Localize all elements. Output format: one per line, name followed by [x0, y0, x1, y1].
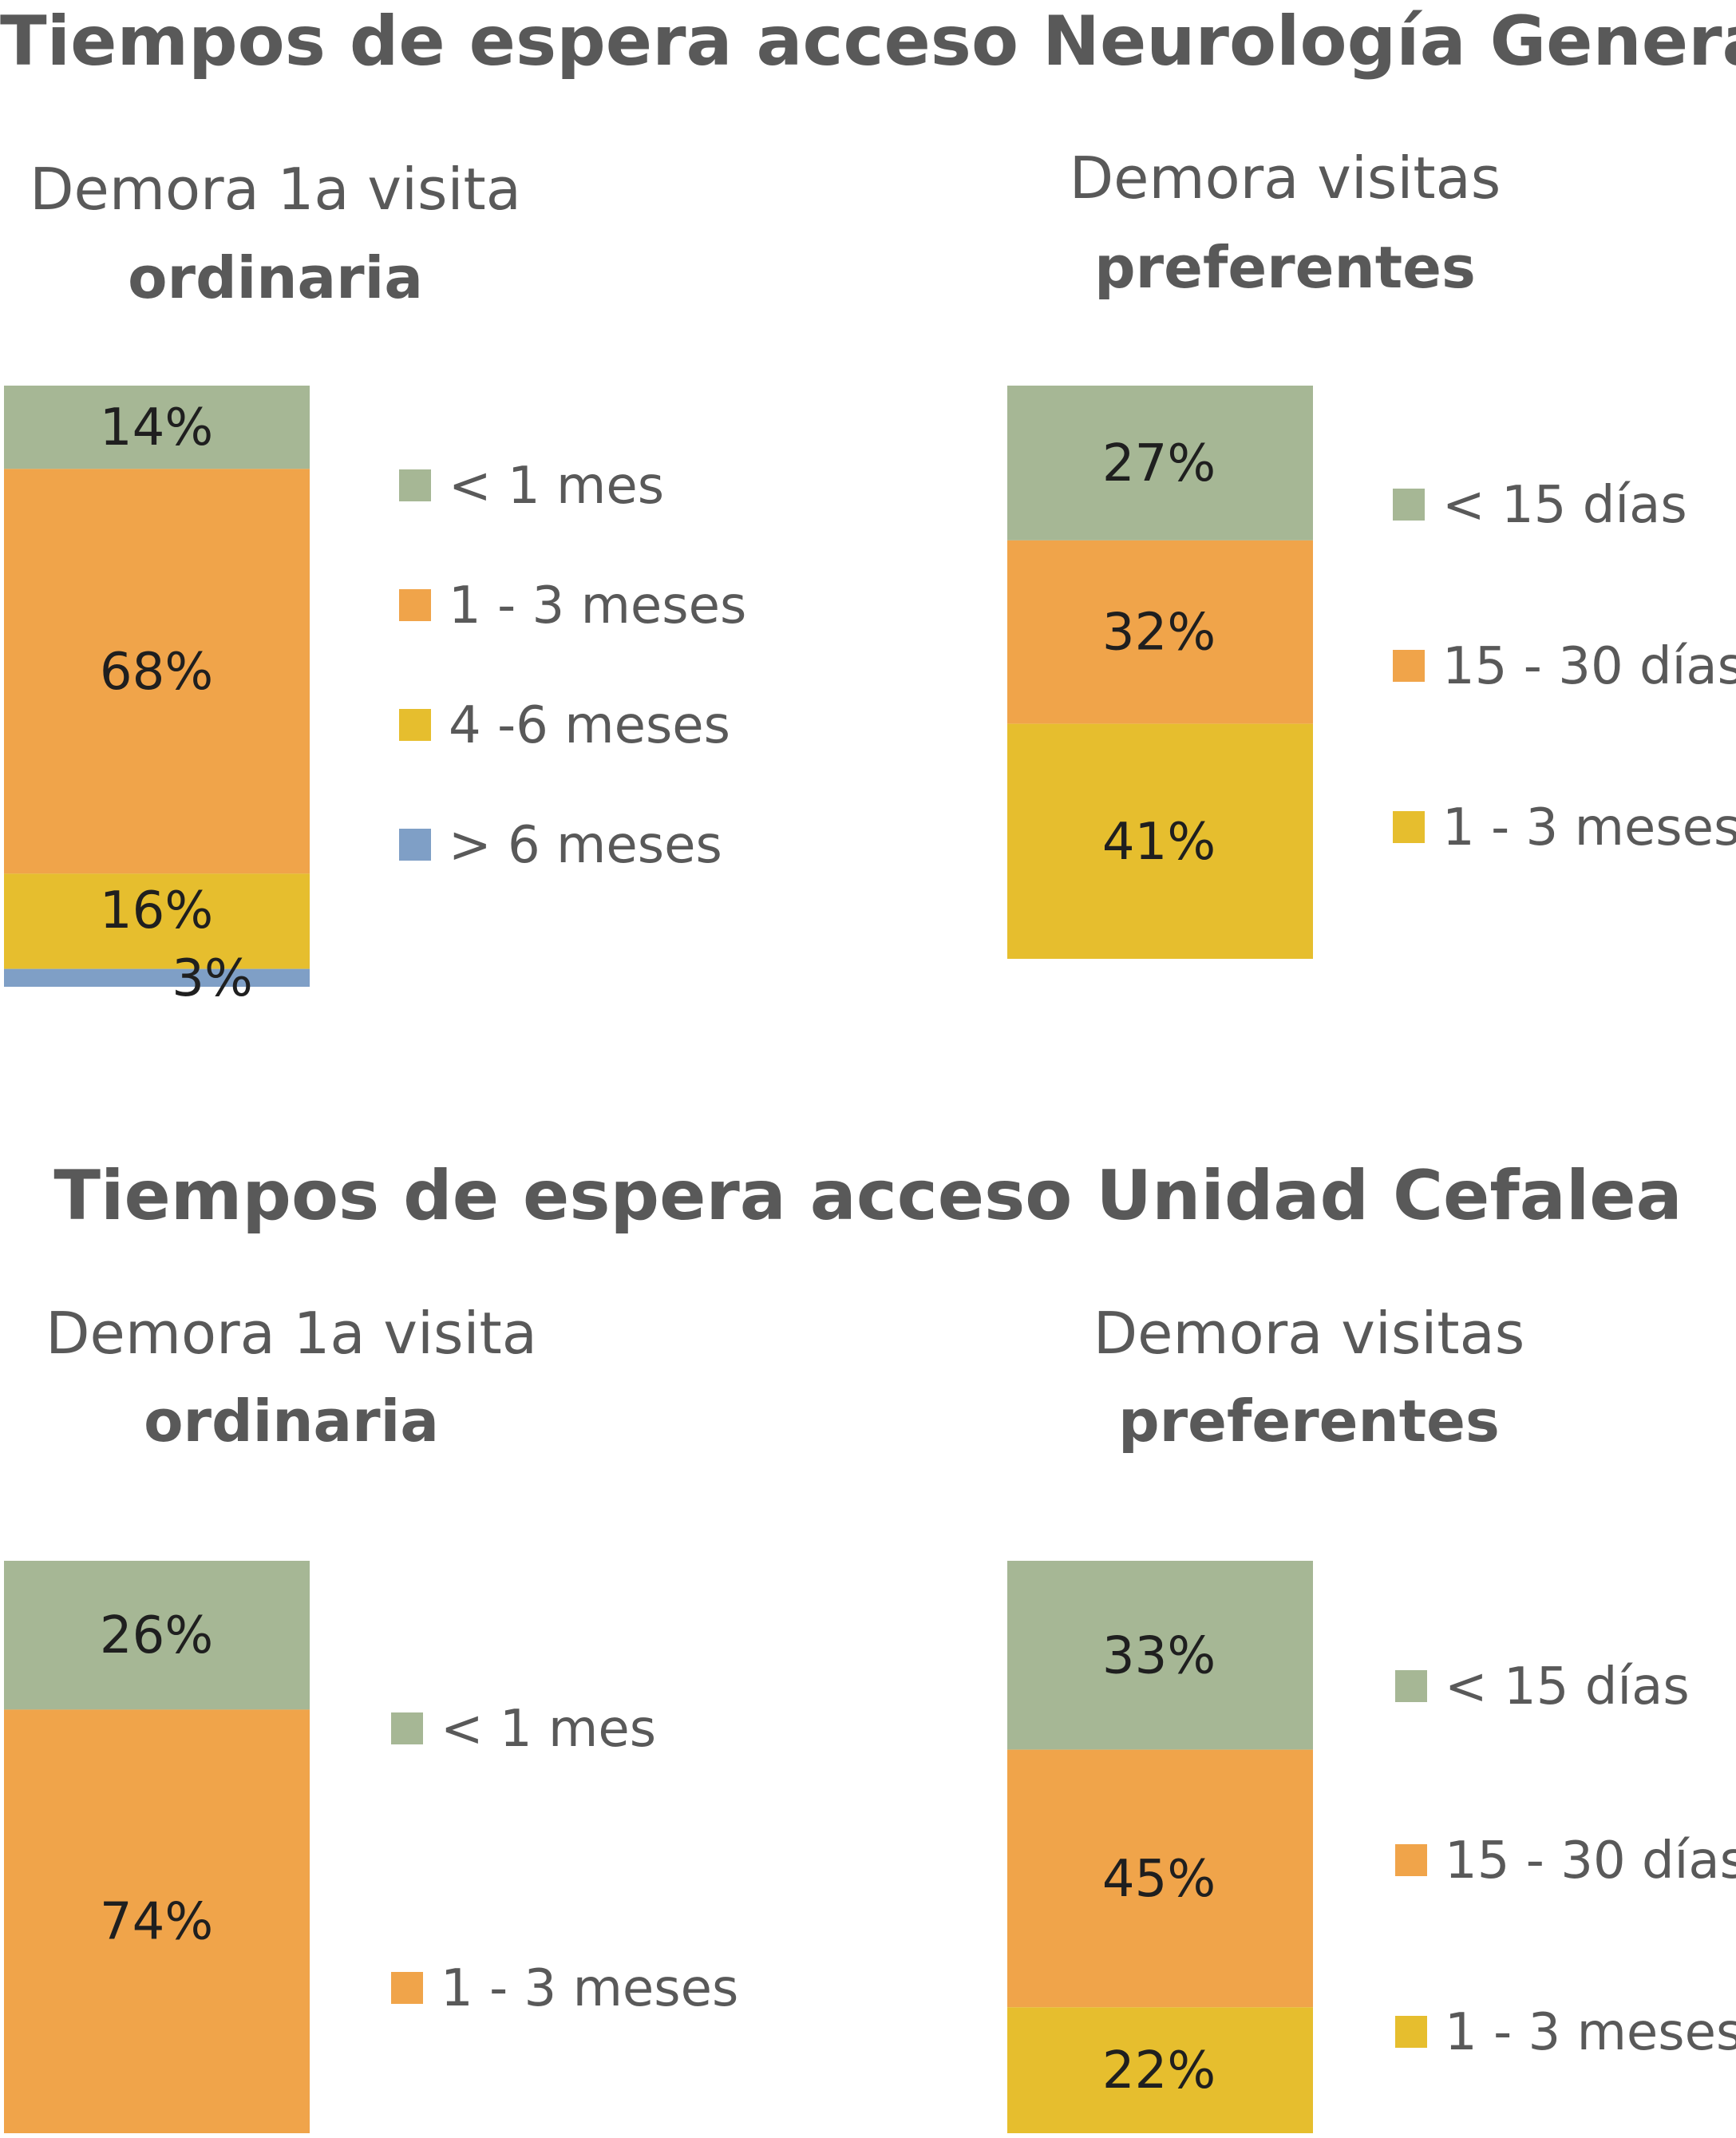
legend-label: < 1 mes [449, 457, 664, 516]
legend-swatch [391, 1972, 423, 2004]
legend-label: < 15 días [1445, 1657, 1690, 1716]
legend-label: 4 -6 meses [449, 696, 730, 755]
legend-swatch [1393, 489, 1425, 521]
data-label: 32% [1102, 604, 1216, 663]
legend-label: > 6 meses [449, 816, 722, 875]
bar-segment [1007, 1749, 1313, 2008]
bar-segment [1007, 540, 1313, 724]
legend-label: 1 - 3 meses [449, 576, 746, 635]
legend-swatch [391, 1712, 423, 1744]
data-label: 14% [100, 398, 213, 457]
data-label: 3% [172, 949, 253, 1008]
legend-swatch [1393, 811, 1425, 843]
bar-segment [4, 1709, 310, 2133]
legend-swatch [1395, 1844, 1427, 1876]
chart-title-line2: ordinaria [144, 1388, 439, 1455]
bar-segment [1007, 1561, 1313, 1750]
legend-label: 1 - 3 meses [1445, 2003, 1736, 2062]
bar-segment [1007, 386, 1313, 540]
chart-title-line1: Demora visitas [1093, 1300, 1525, 1367]
legend-swatch [399, 829, 431, 861]
legend-label: 15 - 30 días [1445, 1831, 1736, 1891]
chart-title-line2: preferentes [1094, 234, 1476, 301]
data-label: 26% [100, 1606, 213, 1665]
data-label: 22% [1102, 2041, 1216, 2100]
legend-swatch [1395, 1670, 1427, 1702]
chart-title-line2: preferentes [1118, 1388, 1500, 1455]
chart-title-line2: ordinaria [128, 244, 423, 311]
legend-label: 1 - 3 meses [1442, 798, 1736, 857]
data-label: 45% [1102, 1850, 1216, 1909]
panel-title-cefalea: Tiempos de espera acceso Unidad Cefalea [53, 1156, 1683, 1236]
bar-segment [1007, 2007, 1313, 2133]
legend-label: < 1 mes [441, 1700, 656, 1759]
legend-swatch [399, 589, 431, 621]
legend-label: < 15 días [1442, 476, 1687, 535]
legend-swatch [399, 709, 431, 741]
bar-segment [4, 386, 310, 469]
legend-swatch [1395, 2016, 1427, 2048]
bar-segment [1007, 723, 1313, 959]
bar-segment [4, 968, 310, 987]
data-label: 41% [1102, 813, 1216, 872]
legend-label: 15 - 30 días [1442, 637, 1736, 696]
legend-swatch [399, 469, 431, 501]
legend-swatch [1393, 650, 1425, 682]
bar-segment [4, 469, 310, 874]
panel-title-neurologia: Tiempos de espera acceso Neurología Gene… [0, 2, 1736, 81]
bar-segment [4, 1561, 310, 1710]
data-label: 74% [100, 1893, 213, 1952]
legend-label: 1 - 3 meses [441, 1959, 738, 2018]
data-label: 16% [100, 881, 213, 940]
chart-title-line1: Demora visitas [1070, 145, 1501, 212]
chart-title-line1: Demora 1a visita [30, 156, 521, 223]
chart-title-line1: Demora 1a visita [45, 1300, 537, 1367]
bar-segment [4, 873, 310, 969]
data-label: 27% [1102, 434, 1216, 493]
data-label: 33% [1102, 1626, 1216, 1685]
data-label: 68% [100, 643, 213, 702]
